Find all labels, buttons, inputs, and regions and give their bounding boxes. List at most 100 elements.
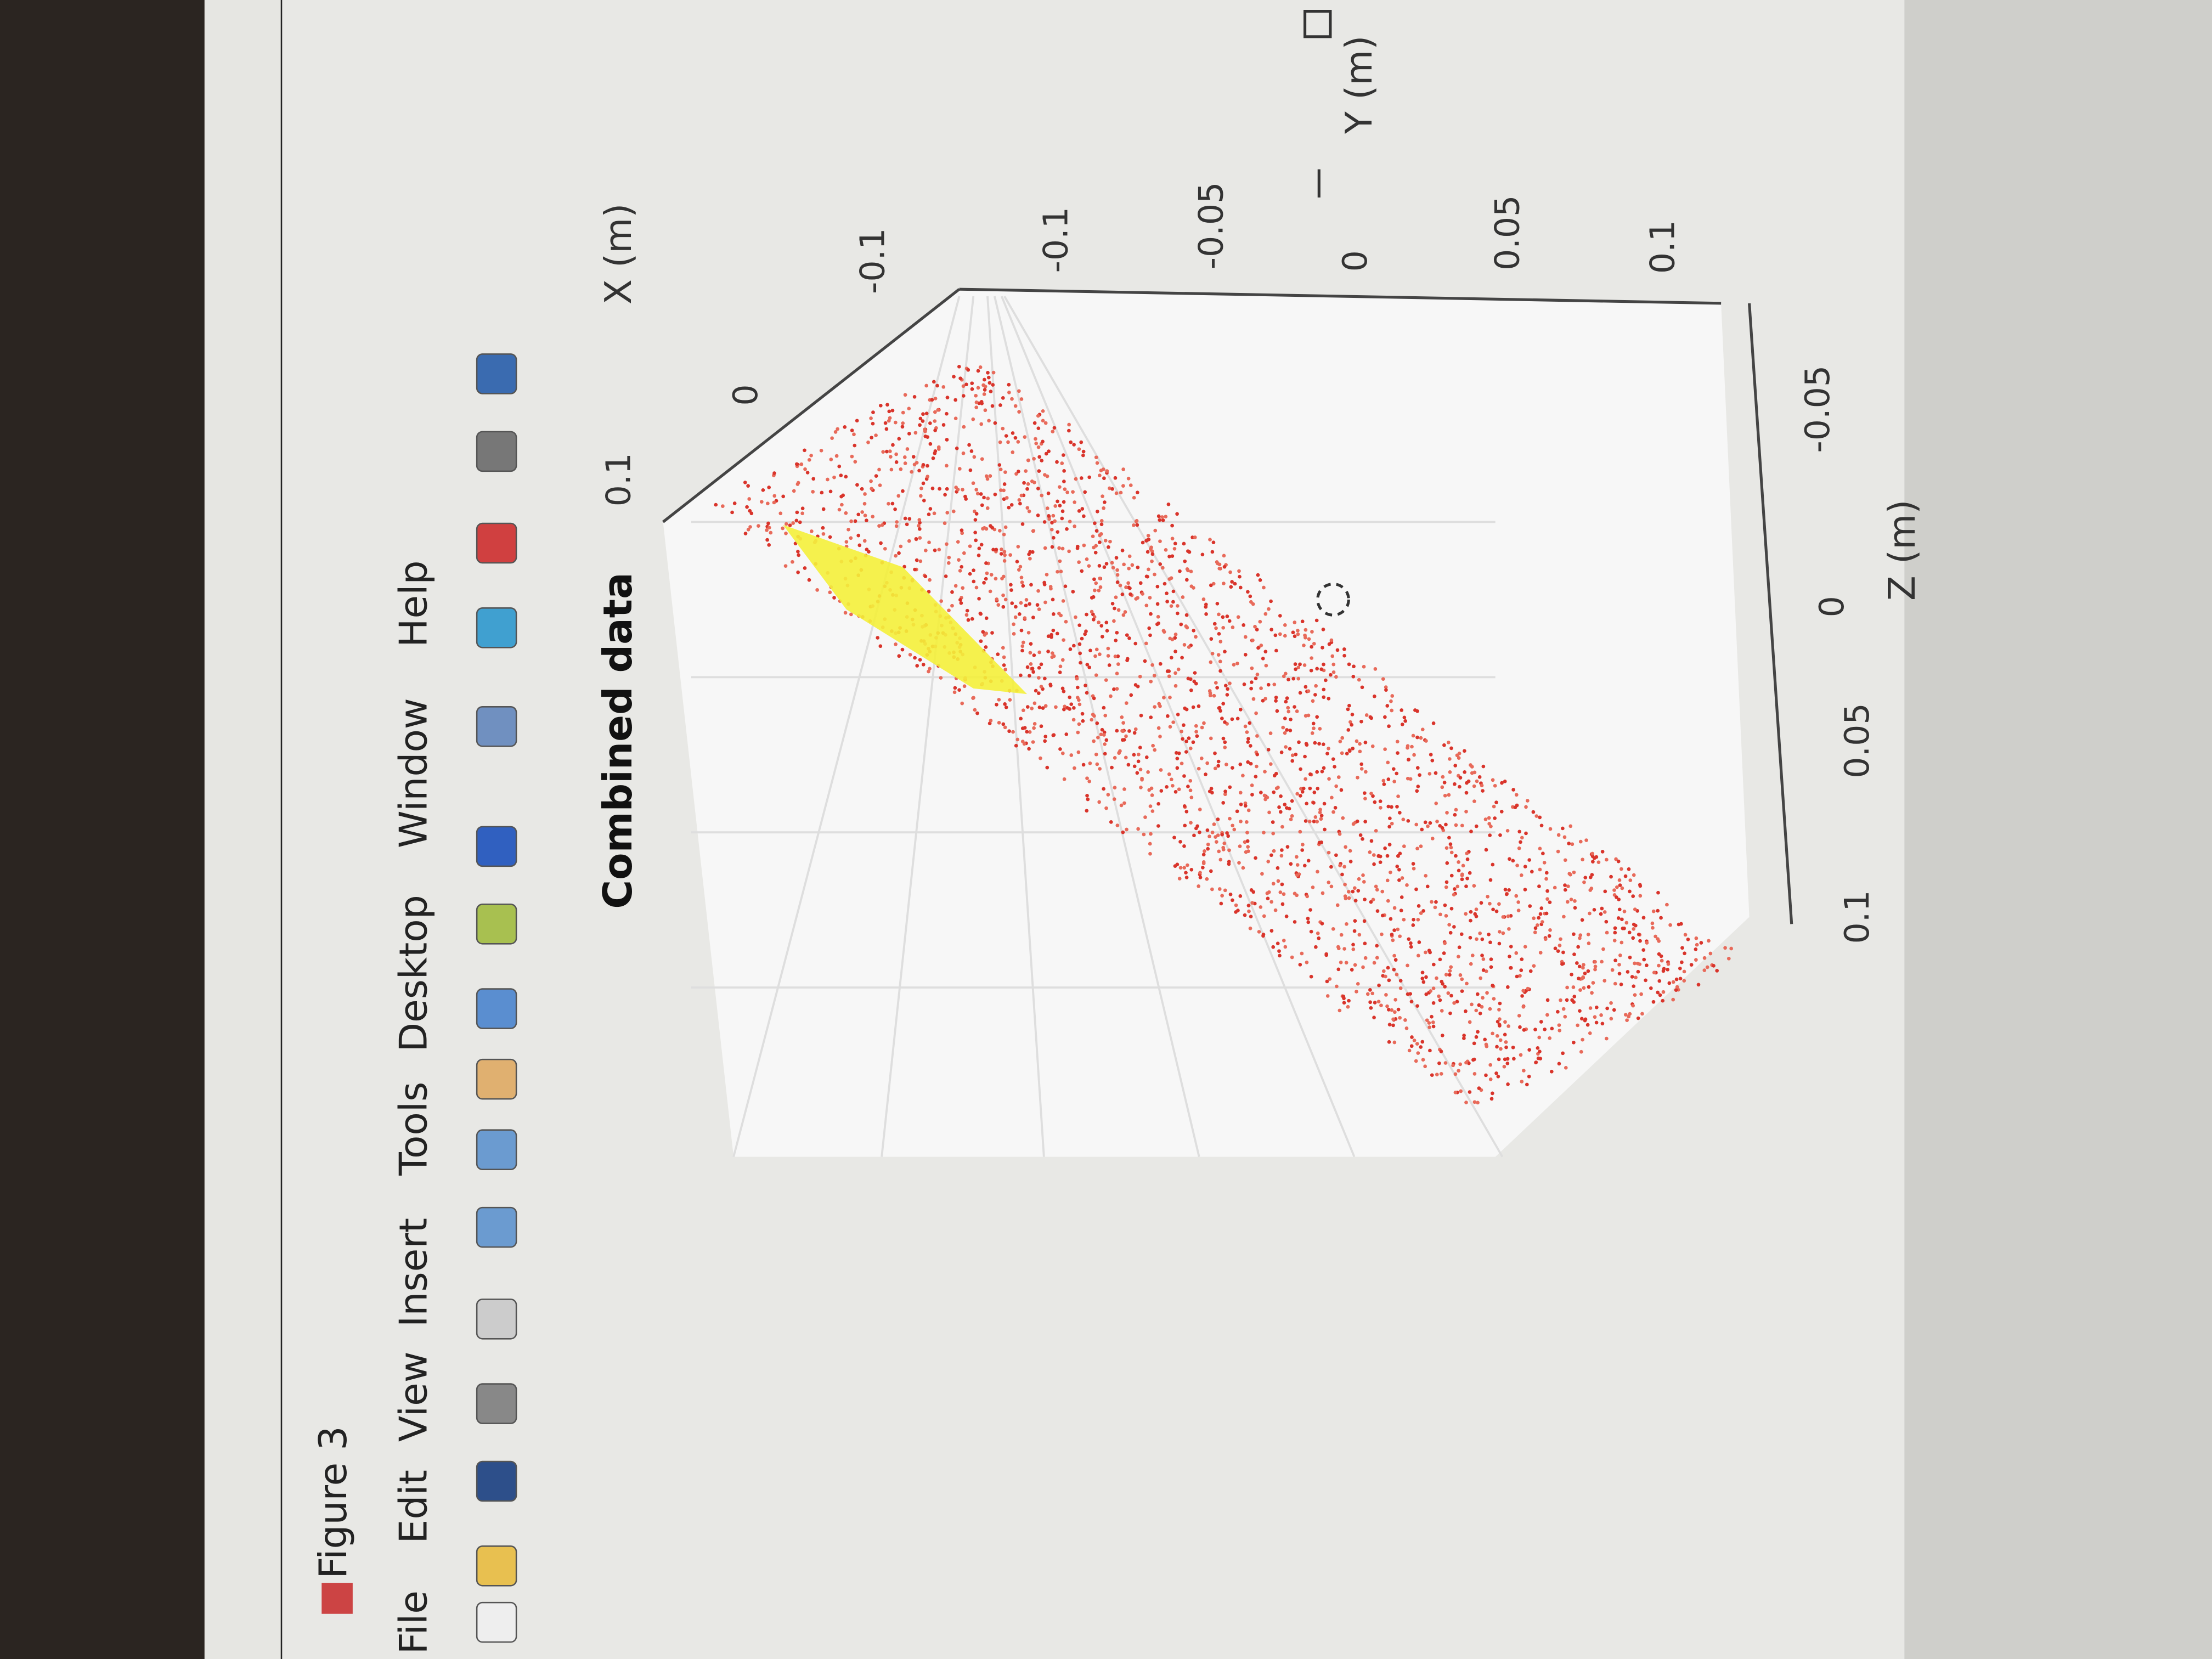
menu-item[interactable]: Desktop: [392, 895, 436, 1052]
point: [1498, 1038, 1503, 1042]
point: [1148, 804, 1153, 808]
point: [983, 633, 987, 637]
toolbar-button[interactable]: [476, 1383, 517, 1424]
point: [1398, 986, 1403, 990]
point: [1438, 957, 1442, 962]
point: [1511, 788, 1515, 792]
toolbar-button[interactable]: [476, 431, 517, 472]
point: [1102, 787, 1105, 791]
point: [1293, 634, 1297, 639]
window-title: Figure 3: [312, 1426, 356, 1579]
menu-item[interactable]: Edit: [392, 1470, 436, 1543]
point: [1266, 860, 1271, 864]
point: [1435, 976, 1438, 980]
point: [1105, 629, 1109, 633]
point: [1025, 705, 1030, 709]
point: [821, 526, 825, 530]
toolbar-button[interactable]: [476, 1206, 517, 1248]
point: [1051, 628, 1056, 633]
point: [1026, 458, 1030, 462]
point: [974, 585, 979, 590]
point: [915, 664, 919, 668]
point: [856, 512, 861, 517]
point: [1481, 968, 1486, 972]
point: [956, 540, 960, 544]
point: [1406, 992, 1410, 996]
menu-item[interactable]: Tools: [392, 1082, 436, 1176]
point: [1025, 665, 1030, 669]
point: [1108, 486, 1111, 490]
point: [1325, 979, 1329, 984]
point: [1453, 812, 1457, 817]
point: [1121, 613, 1126, 617]
point: [1464, 791, 1469, 795]
toolbar-button[interactable]: [476, 522, 517, 564]
point: [784, 531, 788, 535]
point: [1113, 476, 1118, 480]
point: [1398, 979, 1403, 983]
point: [1439, 1072, 1443, 1076]
point: [1389, 699, 1393, 703]
point: [1280, 848, 1284, 852]
point: [807, 458, 811, 462]
point: [895, 520, 899, 524]
point: [1165, 600, 1169, 603]
point: [1228, 570, 1232, 574]
point: [803, 448, 806, 453]
menu-item[interactable]: Insert: [392, 1218, 436, 1327]
toolbar-button[interactable]: [476, 706, 517, 747]
menu-item[interactable]: File: [392, 1590, 436, 1654]
toolbar-button[interactable]: [476, 1058, 517, 1100]
point: [960, 531, 964, 535]
point: [1405, 883, 1409, 887]
point: [1387, 1040, 1391, 1044]
point: [1294, 667, 1297, 672]
point: [1255, 764, 1259, 769]
point: [1379, 806, 1383, 810]
toolbar-button[interactable]: [476, 988, 517, 1029]
point: [1268, 731, 1273, 735]
toolbar-button[interactable]: [476, 607, 517, 648]
point: [1050, 651, 1054, 655]
point: [1085, 793, 1089, 798]
toolbar-button[interactable]: [476, 1460, 517, 1502]
point: [1106, 793, 1110, 797]
point: [1437, 994, 1441, 998]
toolbar-button[interactable]: [476, 1545, 517, 1587]
point: [1385, 854, 1390, 858]
point: [1521, 989, 1525, 993]
point: [1386, 760, 1390, 765]
menu-item[interactable]: Window: [392, 698, 436, 848]
point: [1572, 952, 1576, 956]
toolbar-button[interactable]: [476, 1299, 517, 1340]
point: [871, 410, 875, 414]
point: [1205, 877, 1209, 881]
point: [977, 596, 981, 601]
point: [1036, 414, 1040, 418]
point: [1380, 889, 1385, 894]
point: [1350, 713, 1355, 716]
toolbar-button[interactable]: [476, 904, 517, 945]
point: [1572, 995, 1577, 998]
toolbar-button[interactable]: [476, 1601, 517, 1643]
point: [1020, 644, 1025, 648]
menu-item[interactable]: Help: [392, 560, 436, 647]
point: [714, 503, 718, 507]
point: [1440, 785, 1444, 789]
point: [1636, 969, 1640, 974]
point: [974, 488, 979, 492]
point: [1639, 992, 1643, 996]
maximize-button[interactable]: [1304, 9, 1332, 38]
point: [1056, 569, 1059, 574]
point: [1476, 1101, 1480, 1105]
toolbar-button[interactable]: [476, 353, 517, 394]
toolbar-button[interactable]: [476, 826, 517, 867]
point: [1163, 582, 1167, 586]
toolbar-button[interactable]: [476, 1129, 517, 1170]
point: [1047, 449, 1051, 453]
menu-item[interactable]: View: [392, 1351, 436, 1442]
point: [1212, 822, 1216, 826]
point: [1364, 713, 1369, 717]
point: [1031, 740, 1035, 744]
point: [1032, 722, 1037, 726]
